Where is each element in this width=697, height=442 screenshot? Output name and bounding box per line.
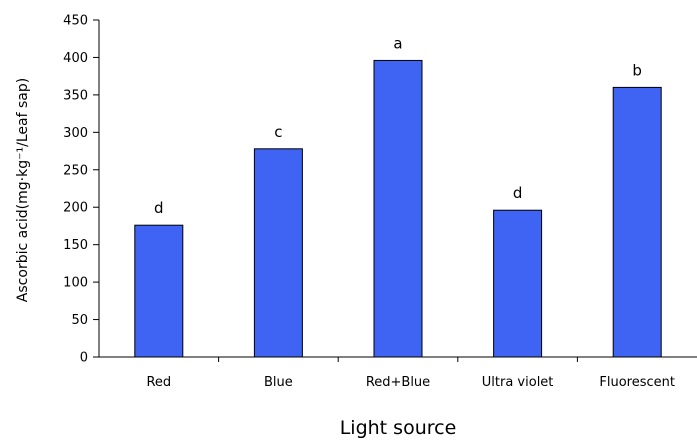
bar-annotation: d bbox=[154, 199, 164, 217]
bars bbox=[134, 59, 662, 358]
y-tick-label: 100 bbox=[63, 276, 88, 291]
x-tick-label: Red bbox=[146, 375, 171, 390]
bar bbox=[373, 59, 423, 358]
y-tick-label: 400 bbox=[63, 51, 88, 66]
x-tick-label: Ultra violet bbox=[482, 375, 554, 390]
x-tick-label: Fluorescent bbox=[599, 375, 675, 390]
x-tick-label: Red+Blue bbox=[366, 375, 430, 390]
y-tick-label: 450 bbox=[63, 14, 88, 29]
bar bbox=[253, 148, 303, 358]
bar bbox=[612, 86, 662, 358]
x-tick-label: Blue bbox=[264, 375, 293, 390]
y-tick-label: 0 bbox=[80, 351, 88, 366]
bar bbox=[134, 224, 184, 358]
bar-annotation: d bbox=[513, 184, 523, 202]
bar-annotation: a bbox=[393, 34, 402, 52]
x-axis-ticks: Red Blue Red+Blue Ultra violet Fluorescent bbox=[146, 357, 675, 390]
y-tick-label: 200 bbox=[63, 201, 88, 216]
y-axis-ticks: 0 50 100 150 200 250 300 350 400 450 bbox=[63, 14, 99, 366]
bar-annotations: d c a d b bbox=[154, 34, 642, 217]
y-axis-label: Ascorbic acid(mg·kg⁻¹/Leaf sap) bbox=[15, 78, 31, 302]
bar-annotation: c bbox=[274, 123, 282, 141]
bar bbox=[493, 209, 543, 358]
y-tick-label: 300 bbox=[63, 126, 88, 141]
y-tick-label: 250 bbox=[63, 163, 88, 178]
y-tick-label: 350 bbox=[63, 88, 88, 103]
y-tick-label: 50 bbox=[71, 313, 88, 328]
bar-annotation: b bbox=[632, 61, 642, 79]
x-axis-label: Light source bbox=[340, 417, 457, 439]
y-tick-label: 150 bbox=[63, 238, 88, 253]
